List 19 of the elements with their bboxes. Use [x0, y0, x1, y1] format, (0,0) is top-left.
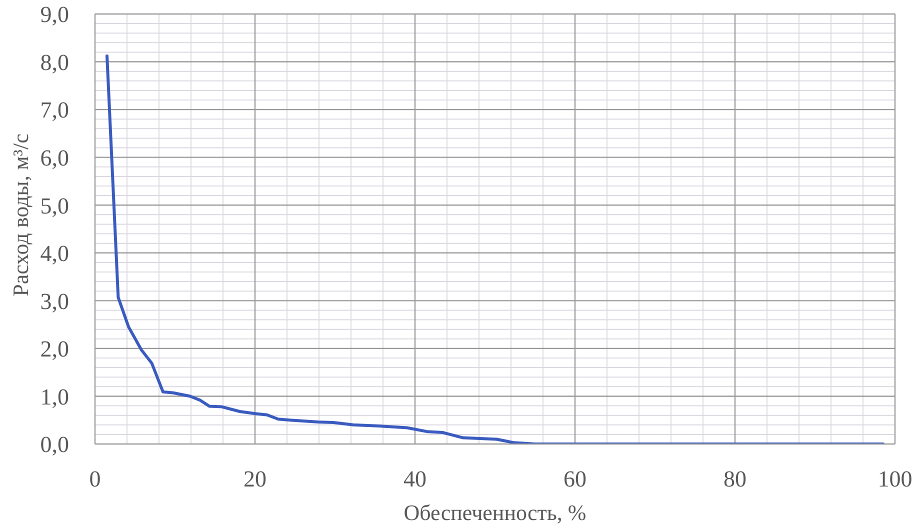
y-tick-label: 7,0	[40, 98, 69, 123]
line-series	[106, 54, 884, 444]
y-tick-label: 1,0	[40, 384, 69, 410]
y-tick-label: 8,0	[40, 50, 69, 75]
x-tick-label: 0	[89, 466, 101, 492]
x-tick-label: 80	[724, 466, 746, 492]
y-tick-label: 5,0	[40, 193, 69, 218]
x-tick-label: 40	[404, 466, 426, 492]
x-tick-label: 100	[878, 466, 912, 492]
x-axis-title: Обеспеченность, %	[404, 500, 586, 524]
x-tick-label: 60	[564, 466, 586, 492]
y-tick-label: 9,0	[40, 2, 69, 28]
y-tick-label: 0,0	[40, 432, 69, 458]
y-tick-label: 2,0	[40, 336, 69, 362]
y-tick-label: 6,0	[40, 146, 69, 170]
y-axis-title: Расход воды, м³/с	[8, 133, 32, 296]
y-tick-label: 3,0	[40, 288, 69, 314]
y-tick-label: 4,0	[40, 241, 69, 266]
x-tick-label: 20	[244, 466, 266, 492]
